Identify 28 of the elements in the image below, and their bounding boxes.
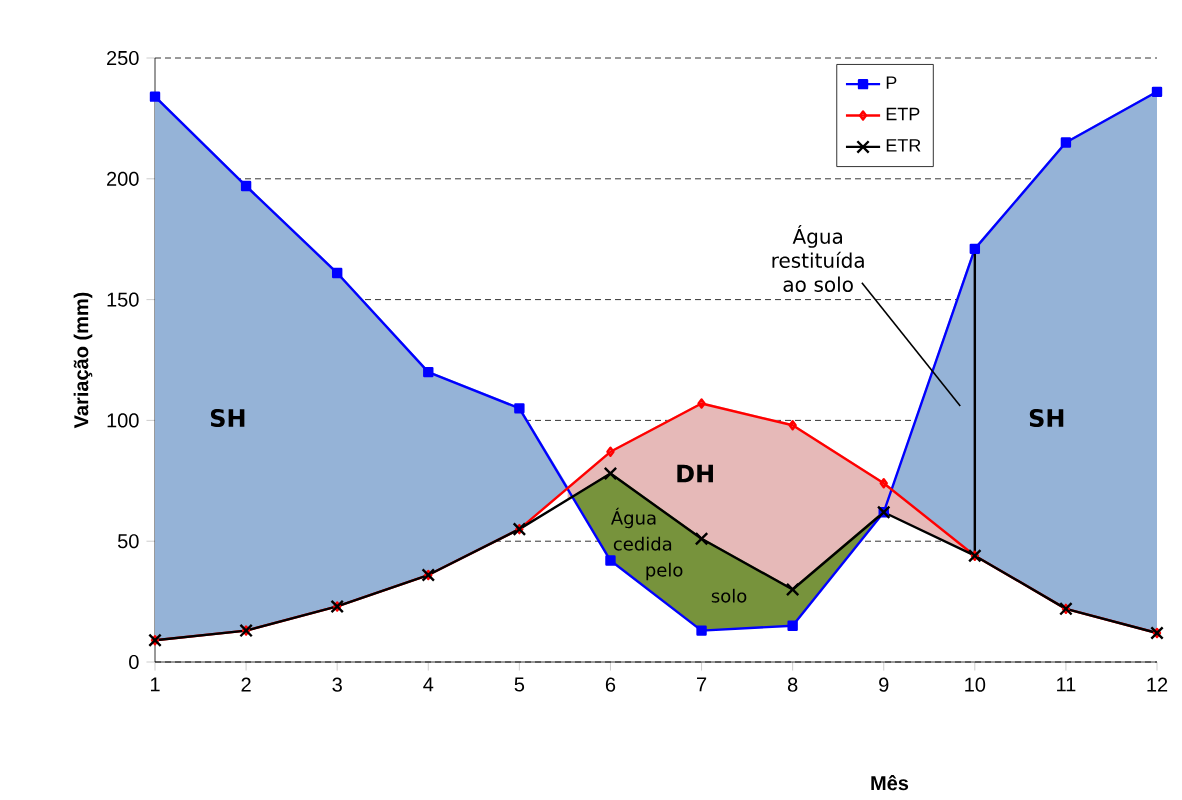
x-tick-label: 2 <box>241 677 251 692</box>
y-tick-label: 250 <box>107 50 139 66</box>
legend-label: ETR <box>886 139 921 152</box>
x-tick-label: 7 <box>697 677 707 692</box>
annotation: SH <box>1029 408 1064 428</box>
x-tick-label: 5 <box>514 677 525 692</box>
y-tick-label: 200 <box>107 171 139 186</box>
text: Água cedida pelo solo <box>610 507 747 603</box>
y-tick-label: 50 <box>117 534 139 549</box>
x-tick-label: 9 <box>879 677 889 692</box>
x-tick-label: 11 <box>1057 677 1076 692</box>
legend-label: ETP <box>886 107 920 121</box>
y-axis-title: Variação (mm) <box>73 292 93 429</box>
y-tick-label: 0 <box>129 654 139 670</box>
y-tick-label: 150 <box>107 292 139 307</box>
annotation: DH <box>677 464 713 483</box>
y-tick-label: 100 <box>107 413 139 428</box>
x-tick-label: 4 <box>423 677 434 692</box>
x-tick-label: 3 <box>332 677 342 692</box>
x-axis-title: Mês <box>871 775 909 791</box>
x-tick-label: 8 <box>787 677 798 692</box>
annotation: SH <box>210 408 245 428</box>
x-tick-label: 1 <box>150 677 160 692</box>
legend-label: P <box>886 76 897 89</box>
x-tick-label: 6 <box>605 677 616 692</box>
x-tick-label: 12 <box>1147 677 1168 692</box>
x-tick-label: 10 <box>965 677 986 692</box>
annotation: Água restituída ao solo <box>772 225 864 292</box>
